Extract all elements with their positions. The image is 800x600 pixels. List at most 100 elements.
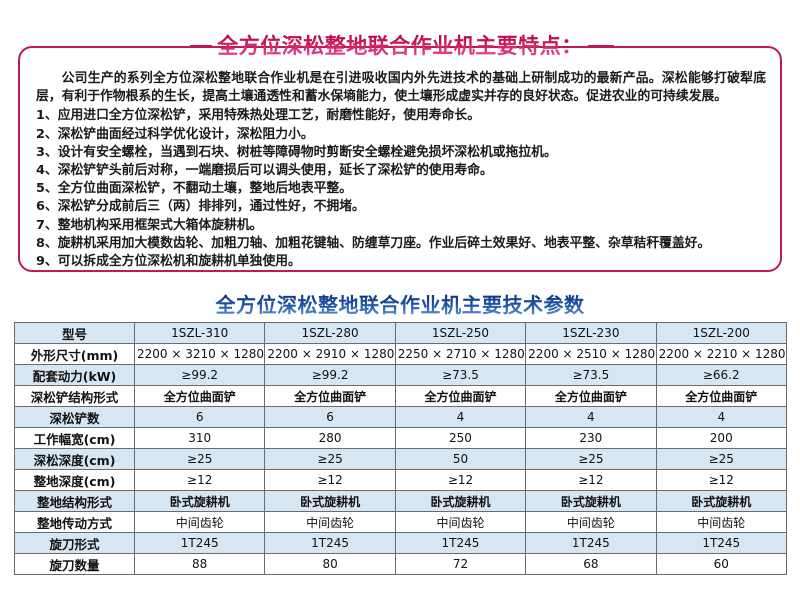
- table-cell: 1SZL-280: [264, 322, 396, 344]
- table-cell: ≥25: [264, 448, 396, 470]
- feature-item-3: 3、设计有安全螺栓，当遇到石块、树桩等障碍物时剪断安全螺栓避免损坏深松机或拖拉机…: [36, 144, 557, 160]
- table-cell: 230: [525, 427, 657, 449]
- feature-item-1: 1、应用进口全方位深松铲，采用特殊热处理工艺，耐磨性能好，使用寿命长。: [36, 108, 480, 124]
- row-label-cell: 深松铲结构形式: [14, 385, 135, 407]
- table-row: 深松铲数 6 6 4 4 4: [14, 406, 787, 428]
- row-label-cell: 配套动力(kW): [14, 364, 135, 386]
- table-row: 外形尺寸(mm) 2200 × 3210 × 1280 2200 × 2910 × …: [14, 343, 787, 365]
- table-row: 工作幅宽(cm) 310 280 250 230 200: [14, 427, 787, 449]
- table-cell: 中间齿轮: [133, 511, 266, 533]
- row-label-cell: 外形尺寸(mm): [14, 343, 135, 365]
- table-cell: 卧式旋耕机: [264, 490, 396, 512]
- feature-item-7: 7、整地机构采用框架式大箱体旋耕机。: [36, 217, 263, 233]
- table-cell: 全方位曲面铲: [394, 385, 527, 407]
- table-cell: 1SZL-310: [133, 322, 266, 344]
- table-cell: 1SZL-200: [655, 322, 787, 344]
- table-cell: 2200 × 3210 × 1280: [133, 343, 266, 365]
- table-cell: 卧式旋耕机: [133, 490, 266, 512]
- row-label-cell: 旋刀数量: [14, 553, 135, 575]
- row-label-cell: 整地结构形式: [14, 490, 135, 512]
- feature-item-6: 6、深松铲分成前后三（两）排排列，通过性好，不拥堵。: [36, 199, 365, 215]
- table-cell: ≥12: [133, 469, 266, 491]
- feature-item-9: 9、可以拆成全方位深松机和旋耕机单独使用。: [36, 254, 301, 270]
- table-cell: 中间齿轮: [264, 511, 396, 533]
- table-cell: 80: [264, 553, 396, 575]
- table-row: 旋刀形式 1T245 1T245 1T245 1T245 1T245: [14, 532, 787, 554]
- table-cell: 310: [133, 427, 266, 449]
- table-cell: 中间齿轮: [394, 511, 527, 533]
- table-cell: 2200 × 2510 × 1280: [525, 343, 657, 365]
- table-cell: 68: [525, 553, 657, 575]
- row-label-cell: 深松铲数: [14, 406, 135, 428]
- table-cell: 全方位曲面铲: [525, 385, 657, 407]
- row-label-cell: 工作幅宽(cm): [14, 427, 135, 449]
- table-cell: 卧式旋耕机: [655, 490, 787, 512]
- table-row: 配套动力(kW) ≥99.2 ≥99.2 ≥73.5 ≥73.5 ≥66.2: [14, 364, 787, 386]
- table-cell: 全方位曲面铲: [133, 385, 266, 407]
- spec-table-body: 型号 1SZL-310 1SZL-280 1SZL-250 1SZL-230 1SZL-2…: [14, 322, 787, 575]
- feature-item-5: 5、全方位曲面深松铲，不翻动土壤，整地后地表平整。: [36, 181, 353, 197]
- table-cell: 60: [655, 553, 787, 575]
- heading-rule-right: [588, 45, 614, 47]
- spec-table-container: 型号 1SZL-310 1SZL-280 1SZL-250 1SZL-230 1SZL-2…: [14, 322, 787, 575]
- table-cell: 6: [264, 406, 396, 428]
- feature-item-4: 4、深松铲铲头前后对称，一端磨损后可以调头使用，延长了深松铲的使用寿命。: [36, 163, 493, 179]
- features-panel: 公司生产的系列全方位深松整地联合作业机是在引进吸收国内外先进技术的基础上研制成功…: [18, 46, 782, 272]
- table-cell: 全方位曲面铲: [264, 385, 396, 407]
- feature-item-8: 8、旋耕机采用加大模数齿轮、加粗刀轴、加粗花键轴、防缠草刀座。作业后碎土效果好、…: [36, 235, 711, 251]
- table-cell: ≥25: [133, 448, 266, 470]
- table-row: 深松铲结构形式 全方位曲面铲 全方位曲面铲 全方位曲面铲 全方位曲面铲 全方位曲面铲: [14, 385, 787, 407]
- feature-item-2: 2、深松铲曲面经过科学优化设计，深松阻力小。: [36, 126, 314, 142]
- table-cell: 250: [394, 427, 527, 449]
- table-cell: ≥66.2: [655, 364, 787, 386]
- features-body: 公司生产的系列全方位深松整地联合作业机是在引进吸收国内外先进技术的基础上研制成功…: [36, 70, 766, 271]
- table-cell: 中间齿轮: [525, 511, 657, 533]
- table-cell: 中间齿轮: [655, 511, 787, 533]
- table-cell: 6: [133, 406, 266, 428]
- table-cell: 1SZL-250: [394, 322, 527, 344]
- table-cell: 4: [394, 406, 527, 428]
- table-cell: ≥73.5: [394, 364, 527, 386]
- table-cell: 50: [394, 448, 527, 470]
- table-cell: ≥99.2: [133, 364, 266, 386]
- table-cell: 280: [264, 427, 396, 449]
- table-cell: 2250 × 2710 × 1280: [394, 343, 527, 365]
- spec-table: 型号 1SZL-310 1SZL-280 1SZL-250 1SZL-230 1SZL-2…: [14, 322, 787, 575]
- table-cell: 1T245: [264, 532, 396, 554]
- table-row: 整地结构形式 卧式旋耕机 卧式旋耕机 卧式旋耕机 卧式旋耕机 卧式旋耕机: [14, 490, 787, 512]
- table-cell: ≥12: [394, 469, 527, 491]
- table-cell: 88: [133, 553, 266, 575]
- row-label-cell: 旋刀形式: [14, 532, 135, 554]
- table-cell: 4: [525, 406, 657, 428]
- row-label-cell: 型号: [14, 322, 135, 344]
- table-row: 深松深度(cm) ≥25 ≥25 50 ≥25 ≥25: [14, 448, 787, 470]
- table-row: 型号 1SZL-310 1SZL-280 1SZL-250 1SZL-230 1SZL-2…: [14, 322, 787, 344]
- row-label-cell: 整地深度(cm): [14, 469, 135, 491]
- table-cell: 1SZL-230: [525, 322, 657, 344]
- table-cell: ≥73.5: [525, 364, 657, 386]
- table-cell: 4: [655, 406, 787, 428]
- table-cell: ≥12: [655, 469, 787, 491]
- table-cell: 1T245: [394, 532, 527, 554]
- table-cell: 1T245: [525, 532, 657, 554]
- features-intro-paragraph: 公司生产的系列全方位深松整地联合作业机是在引进吸收国内外先进技术的基础上研制成功…: [36, 71, 766, 105]
- table-cell: 1T245: [133, 532, 266, 554]
- row-label-cell: 深松深度(cm): [14, 448, 135, 470]
- heading-rule-left: [190, 45, 212, 47]
- table-cell: 2200 × 2910 × 1280: [264, 343, 396, 365]
- table-row: 旋刀数量 88 80 72 68 60: [14, 553, 787, 575]
- table-cell: 72: [394, 553, 527, 575]
- table-cell: ≥99.2: [264, 364, 396, 386]
- table-cell: 全方位曲面铲: [655, 385, 787, 407]
- table-cell: 200: [655, 427, 787, 449]
- row-label-cell: 整地传动方式: [14, 511, 135, 533]
- table-row: 整地深度(cm) ≥12 ≥12 ≥12 ≥12 ≥12: [14, 469, 787, 491]
- table-cell: ≥12: [525, 469, 657, 491]
- table-row: 整地传动方式 中间齿轮 中间齿轮 中间齿轮 中间齿轮 中间齿轮: [14, 511, 787, 533]
- table-cell: 1T245: [655, 532, 787, 554]
- table-cell: ≥25: [655, 448, 787, 470]
- spec-table-title: 全方位深松整地联合作业机主要技术参数: [0, 292, 800, 318]
- table-cell: 卧式旋耕机: [394, 490, 527, 512]
- table-cell: 2200 × 2210 × 1280: [655, 343, 787, 365]
- table-cell: ≥25: [525, 448, 657, 470]
